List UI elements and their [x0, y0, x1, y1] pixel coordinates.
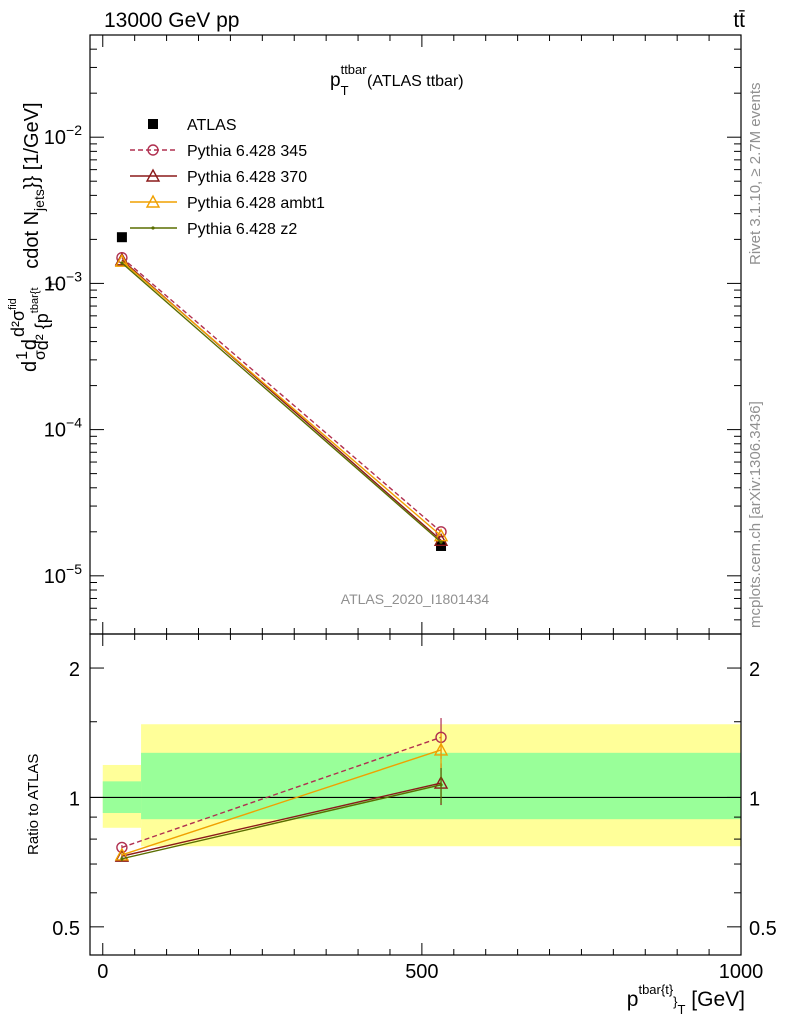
data-marker	[114, 253, 130, 267]
data-marker	[120, 261, 124, 265]
data-marker	[439, 540, 443, 544]
y-tick-label: 10−3	[44, 268, 82, 295]
ratio-axes: 0 500 1000 0.5 0.5 1 1 2 2	[52, 634, 777, 983]
ylabel-frac2-den-sup: tbar{t	[29, 288, 41, 314]
main-ylabel: d1σd d²σfid d² {ptbar{t Tcdot Njets}} [1/Ge…	[7, 102, 61, 372]
title-sup: ttbar	[341, 62, 368, 77]
x-tick-label: 500	[405, 961, 438, 983]
ratio-y-tick-label-right: 2	[749, 659, 760, 681]
series-line	[121, 262, 442, 543]
rivet-label: Rivet 3.1.10, ≥ 2.7M events	[747, 83, 764, 266]
header-right: tt̄	[733, 9, 745, 32]
ylabel-mid: d	[19, 339, 41, 350]
data-marker	[145, 194, 161, 208]
main-axes: 10−5 10−4 10−3 10−2	[44, 34, 742, 635]
title-sub: T	[341, 83, 349, 98]
legend-label: ATLAS	[187, 117, 237, 134]
watermark: ATLAS_2020_I1801434	[341, 591, 490, 607]
data-marker	[148, 119, 158, 129]
x-tick-label: 1000	[719, 961, 764, 983]
ratio-y-tick-label-right: 0.5	[749, 918, 777, 940]
y-tick-label: 10−4	[44, 415, 82, 442]
main-panel: 10−5 10−4 10−3 10−2 pttbar T (ATLAS ttbar) A…	[7, 34, 742, 635]
data-marker	[116, 232, 127, 243]
title-main: p	[330, 70, 341, 91]
ylabel-frac1-num: 1	[14, 351, 31, 360]
xlabel-mid: }	[673, 994, 678, 1009]
y-tick-label: 10−2	[44, 122, 82, 149]
ylabel-frac2-num-sup: fid	[7, 298, 19, 310]
xlabel: ptbar{t}}T [GeV]	[627, 982, 745, 1017]
ylabel-frac2-num: d²σ	[8, 310, 28, 337]
ratio-bands	[90, 724, 741, 847]
ratio-y-tick-label: 0.5	[52, 918, 80, 940]
data-marker	[151, 226, 155, 230]
ratio-y-tick-label-right: 1	[749, 788, 760, 810]
data-marker	[147, 144, 159, 156]
ratio-data-layer	[114, 718, 449, 862]
ratio-panel: 0 500 1000 0.5 0.5 1 1 2 2 Ratio to ATLAS	[25, 633, 777, 983]
ratio-frame	[89, 633, 742, 956]
header-left: 13000 GeV pp	[104, 9, 239, 32]
xlabel-sup: tbar{t}	[638, 982, 673, 997]
main-title: pttbar T (ATLAS ttbar)	[330, 62, 464, 98]
data-marker	[439, 783, 443, 787]
ylabel-tail-end: }} [1/GeV]	[21, 102, 43, 189]
data-marker	[433, 742, 449, 756]
legend-label: Pythia 6.428 345	[187, 143, 307, 160]
data-marker	[145, 168, 161, 182]
data-marker	[120, 857, 124, 861]
ratio-series-line	[121, 784, 442, 860]
ratio-y-tick-label: 1	[69, 788, 80, 810]
ylabel-prefix: d	[19, 361, 41, 372]
y-tick-label: 10−5	[44, 561, 82, 588]
xlabel-main: p	[627, 988, 639, 1011]
ratio-series-line	[121, 736, 442, 849]
ratio-series-line	[121, 782, 442, 857]
mcplots-label: mcplots.cern.ch [arXiv:1306.3436]	[747, 401, 764, 628]
xlabel-suffix: [GeV]	[685, 988, 745, 1011]
ratio-y-tick-label: 2	[69, 659, 80, 681]
legend-label: Pythia 6.428 z2	[187, 221, 297, 238]
legend-label: Pythia 6.428 ambt1	[187, 195, 325, 212]
series-line	[121, 257, 442, 533]
main-data-layer	[114, 232, 449, 551]
ratio-ylabel: Ratio to ATLAS	[25, 754, 42, 855]
ratio-series-line	[121, 749, 442, 856]
series-line	[121, 260, 442, 537]
ylabel-tail-sub: jets	[31, 189, 47, 212]
legend-label: Pythia 6.428 370	[187, 169, 307, 186]
ylabel-tail: cdot N	[21, 211, 43, 269]
ylabel-frac1-den: σ	[32, 350, 49, 360]
xlabel-sub: T	[678, 1002, 686, 1017]
legend: ATLAS Pythia 6.428 345 Pythia 6.428 370 Pyt…	[130, 117, 325, 238]
ylabel-frac2-den-sub: T	[49, 281, 61, 288]
title-suffix: (ATLAS ttbar)	[363, 73, 464, 90]
x-tick-label: 0	[97, 961, 108, 983]
ylabel-frac2-den: d² {p	[32, 313, 52, 350]
